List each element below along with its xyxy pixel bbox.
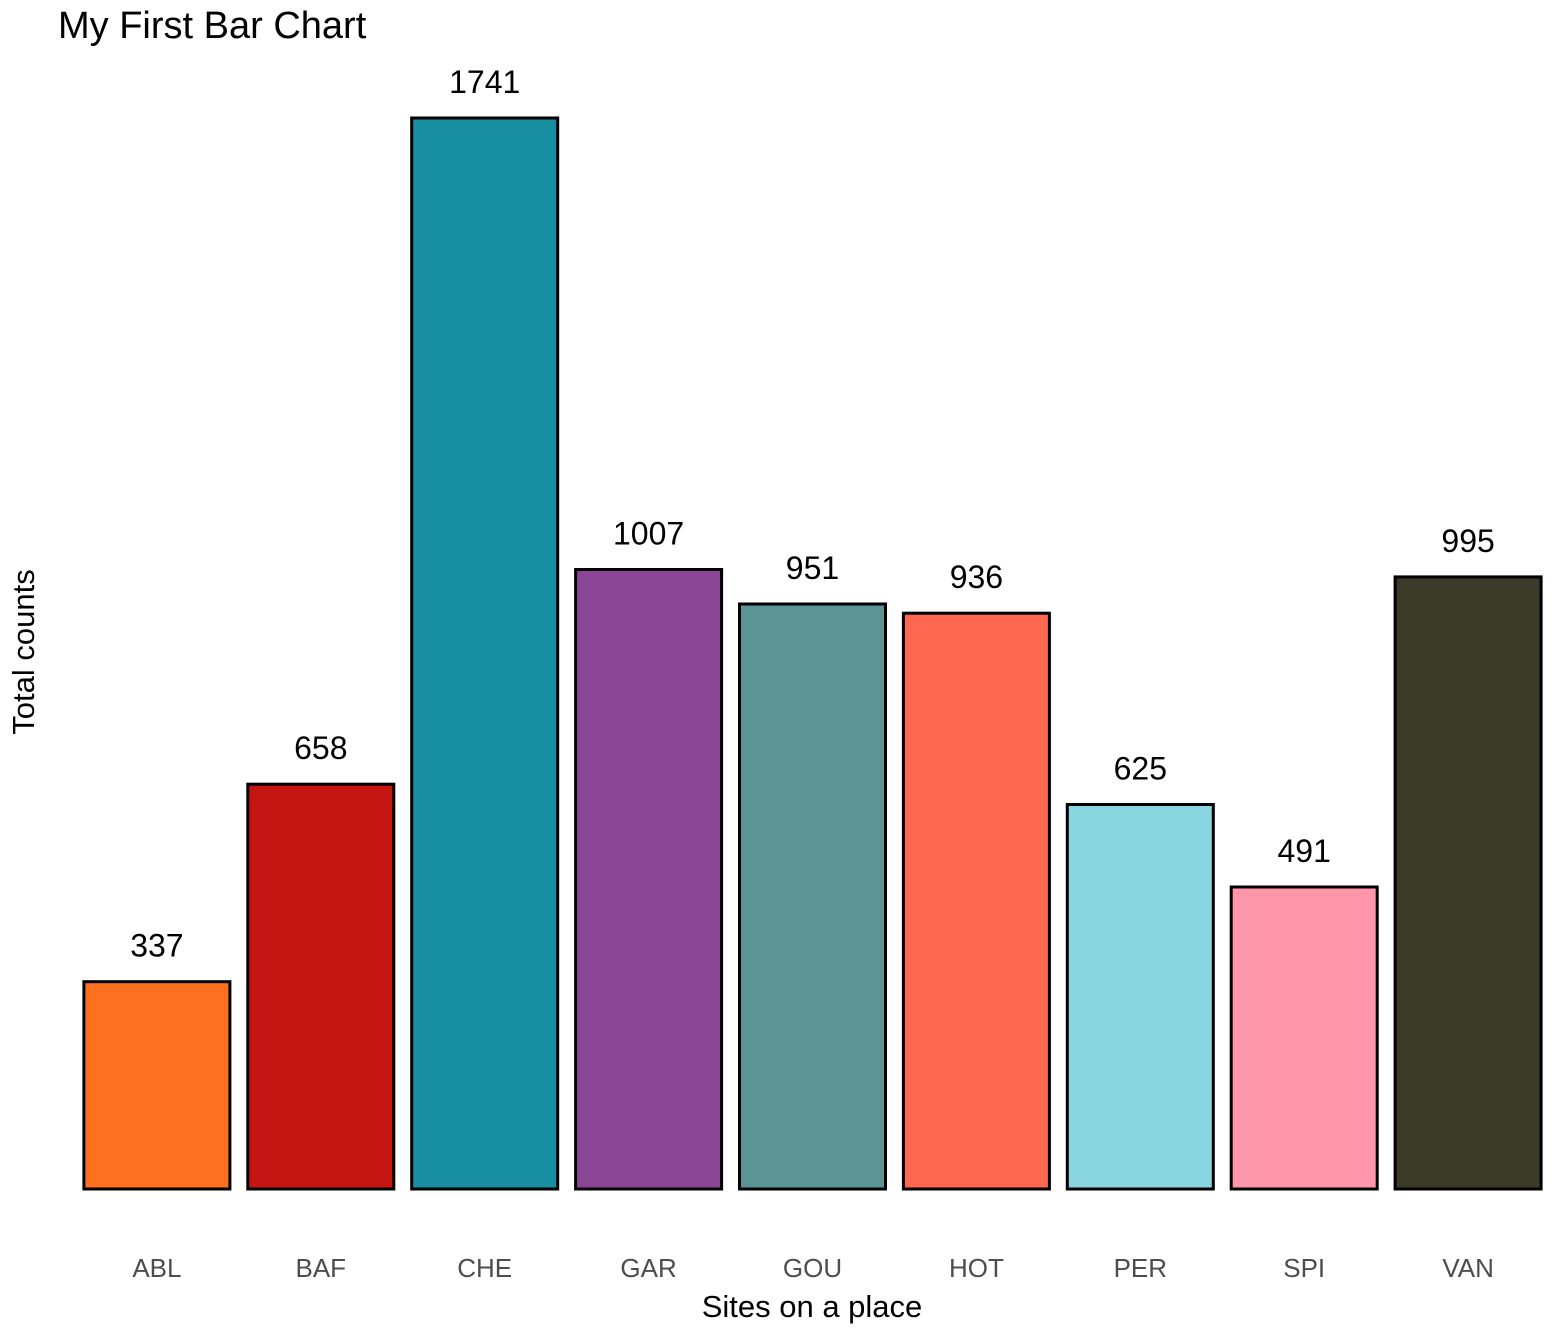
- y-axis-title: Total counts: [6, 569, 41, 734]
- x-tick-label-gar: GAR: [620, 1253, 676, 1283]
- x-tick-labels-group: ABL BAF CHE GAR GOU HOT PER SPI VAN: [132, 1253, 1494, 1283]
- bar-per: [1065, 803, 1215, 1191]
- data-labels-group: 337 658 1741 1007 951 936 625 491 995: [130, 64, 1495, 964]
- data-label-hot: 936: [950, 559, 1003, 595]
- data-label-abl: 337: [130, 928, 183, 964]
- chart-title: My First Bar Chart: [58, 5, 367, 47]
- data-label-spi: 491: [1278, 833, 1331, 869]
- x-tick-label-abl: ABL: [132, 1253, 181, 1283]
- x-tick-label-per: PER: [1114, 1253, 1167, 1283]
- data-label-baf: 658: [294, 730, 347, 766]
- data-label-per: 625: [1114, 751, 1167, 787]
- x-tick-label-baf: BAF: [296, 1253, 347, 1283]
- bar-spi: [1229, 885, 1379, 1191]
- bar-baf: [246, 782, 396, 1191]
- data-label-gar: 1007: [613, 516, 684, 552]
- x-tick-label-van: VAN: [1442, 1253, 1494, 1283]
- bars-group: [82, 116, 1543, 1191]
- data-label-gou: 951: [786, 550, 839, 586]
- bar-che: [410, 116, 560, 1191]
- x-tick-label-che: CHE: [457, 1253, 512, 1283]
- x-tick-label-spi: SPI: [1283, 1253, 1325, 1283]
- x-tick-label-gou: GOU: [783, 1253, 842, 1283]
- data-label-van: 995: [1441, 523, 1494, 559]
- x-tick-label-hot: HOT: [949, 1253, 1004, 1283]
- bar-gou: [738, 602, 887, 1191]
- bar-hot: [901, 611, 1051, 1191]
- bar-van: [1393, 575, 1543, 1191]
- x-axis-title: Sites on a place: [702, 1289, 923, 1324]
- bar-gar: [574, 568, 724, 1191]
- data-label-che: 1741: [449, 64, 520, 100]
- bar-abl: [82, 980, 232, 1191]
